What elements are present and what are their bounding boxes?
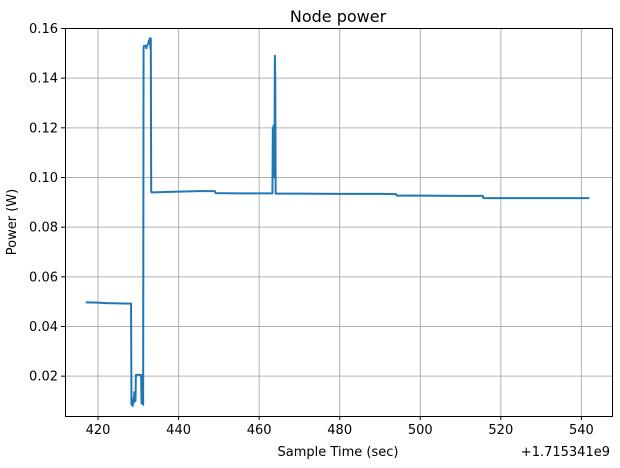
y-tick-label: 0.06 [29,270,58,285]
y-tick-label: 0.14 [29,72,58,87]
plot-frame [65,28,613,417]
x-offset-label: +1.715341e9 [521,445,610,460]
series-line-power [85,37,590,407]
x-tick-label: 420 [86,423,111,438]
axis-ticks: 420 440 460 480 500 520 540 0.02 0.04 0.06 0.08 0.1… [29,22,594,438]
y-tick-label: 0.12 [29,121,58,136]
x-tick-label: 480 [327,423,352,438]
x-tick-label: 520 [488,423,513,438]
grid-lines [65,27,612,416]
y-tick-label: 0.08 [29,221,58,236]
x-axis-label: Sample Time (sec) [278,445,399,460]
series-layer [85,37,590,407]
y-tick-label: 0.10 [29,171,58,186]
x-tick-label: 440 [166,423,191,438]
x-tick-label: 460 [247,423,272,438]
chart-title: Node power [290,7,387,26]
x-tick-label: 540 [569,423,594,438]
y-tick-label: 0.04 [29,320,58,335]
y-axis-label: Power (W) [5,189,20,255]
x-tick-label: 500 [408,423,433,438]
y-tick-label: 0.02 [29,370,58,385]
y-tick-label: 0.16 [29,22,58,37]
